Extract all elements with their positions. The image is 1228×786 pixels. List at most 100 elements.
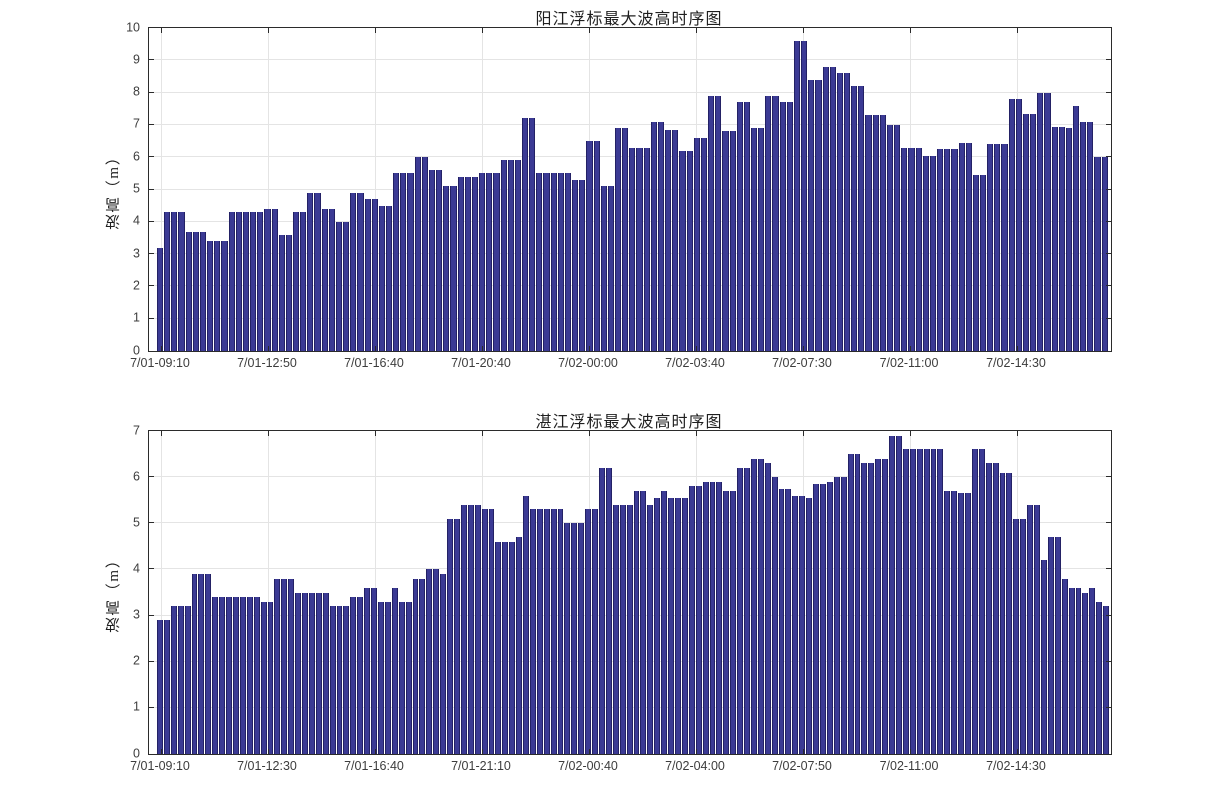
- x-tick-label: 7/02-11:00: [879, 356, 939, 370]
- bar: [281, 578, 288, 754]
- bar: [872, 115, 879, 351]
- bar: [902, 449, 909, 754]
- x-tick-label: 7/01-21:10: [451, 759, 511, 773]
- bar: [536, 173, 543, 351]
- bar: [851, 86, 858, 351]
- bar: [951, 491, 958, 754]
- y-tick-label: 2: [133, 278, 140, 293]
- bar: [157, 247, 164, 351]
- bar: [1096, 601, 1103, 754]
- bar: [228, 212, 235, 351]
- bar: [242, 212, 250, 351]
- bar: [163, 620, 170, 754]
- bar: [421, 157, 428, 351]
- bar: [384, 601, 391, 754]
- y-tick-label: 8: [133, 84, 140, 99]
- x-tick-label: 7/02-00:40: [558, 759, 618, 773]
- bar: [467, 504, 474, 754]
- bar: [500, 160, 507, 351]
- bar: [185, 231, 192, 351]
- bar: [987, 144, 994, 351]
- bar: [1001, 144, 1008, 351]
- bar: [686, 150, 693, 351]
- bar: [495, 541, 502, 754]
- bar: [672, 129, 679, 351]
- bar: [550, 173, 557, 351]
- bar: [474, 504, 481, 754]
- bar: [665, 129, 672, 351]
- bar: [398, 601, 405, 754]
- bar: [661, 491, 668, 754]
- bar: [464, 176, 471, 351]
- v-gridline: [161, 431, 162, 754]
- bar: [744, 467, 750, 754]
- bar: [793, 40, 801, 351]
- h-gridline: [149, 59, 1111, 61]
- bar: [329, 606, 336, 754]
- bar: [629, 147, 636, 351]
- y-tick-label: 3: [133, 607, 140, 622]
- bar: [716, 481, 723, 754]
- bars-layer: [149, 28, 1111, 351]
- bar: [253, 597, 260, 754]
- bar: [178, 212, 185, 351]
- bar: [786, 102, 793, 351]
- bar: [350, 192, 357, 351]
- bar: [958, 142, 965, 351]
- bar: [715, 95, 722, 351]
- bar: [246, 597, 253, 754]
- bar: [493, 173, 500, 351]
- bar: [679, 150, 686, 351]
- bar: [930, 449, 937, 754]
- bar: [550, 509, 557, 754]
- bar: [709, 481, 716, 754]
- bar: [965, 142, 972, 351]
- bar: [536, 509, 543, 754]
- bar: [801, 40, 808, 351]
- bar: [543, 509, 550, 754]
- bar: [199, 231, 207, 351]
- bar: [300, 212, 307, 351]
- y-tick-label: 6: [133, 468, 140, 483]
- bar: [212, 597, 219, 754]
- bar: [861, 463, 868, 754]
- bar: [854, 454, 861, 754]
- bar: [419, 578, 426, 754]
- y-tick-label: 1: [133, 310, 140, 325]
- y-tick-label: 10: [126, 19, 140, 34]
- bar: [799, 495, 806, 754]
- bar: [654, 497, 661, 754]
- bar: [847, 454, 854, 754]
- bar: [521, 118, 529, 351]
- h-gridline: [149, 91, 1111, 93]
- bar: [923, 449, 930, 754]
- bar: [875, 458, 882, 754]
- bar: [321, 208, 328, 351]
- bar: [808, 79, 815, 351]
- bar: [785, 488, 792, 754]
- y-tick-label: 3: [133, 245, 140, 260]
- bar: [922, 155, 929, 351]
- y-tick-label: 0: [133, 342, 140, 357]
- bar: [232, 597, 239, 754]
- bar: [820, 484, 826, 754]
- bar: [1054, 537, 1061, 754]
- bar: [371, 199, 378, 351]
- bar: [1008, 99, 1015, 351]
- bar: [1044, 92, 1051, 351]
- bar: [235, 212, 242, 351]
- y-tick-labels: 0 1 2 3 4 5 6 7: [98, 424, 140, 759]
- bar: [643, 147, 650, 351]
- bar: [1051, 126, 1058, 351]
- bar: [622, 128, 629, 351]
- x-tick-label: 7/01-20:40: [451, 356, 511, 370]
- bar: [426, 569, 433, 754]
- bar: [557, 509, 564, 754]
- bar: [992, 463, 999, 754]
- bar: [315, 592, 322, 754]
- bar: [764, 463, 771, 754]
- bar: [985, 463, 992, 754]
- bar: [657, 121, 665, 351]
- bar: [450, 186, 457, 351]
- bar: [557, 173, 564, 351]
